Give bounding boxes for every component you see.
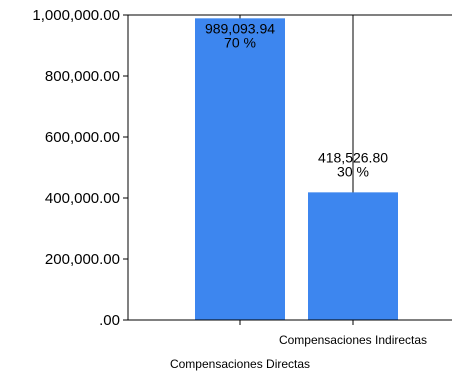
data-label-percent: 30 % — [337, 163, 369, 179]
y-tick-label: 400,000.00 — [45, 190, 120, 207]
bar — [308, 192, 398, 320]
data-label-percent: 70 % — [224, 34, 256, 50]
x-tick-label: Compensaciones Indirectas — [279, 333, 427, 347]
data-label-value: 418,526.80 — [318, 149, 388, 165]
y-tick-label: 200,000.00 — [45, 251, 120, 268]
bar — [195, 18, 285, 320]
y-tick-label: 1,000,000.00 — [32, 7, 120, 24]
y-tick-label: 600,000.00 — [45, 129, 120, 146]
y-tick-label: 800,000.00 — [45, 68, 120, 85]
x-tick-label: Compensaciones Directas — [170, 357, 310, 371]
data-label-value: 989,093.94 — [205, 20, 275, 36]
y-tick-label: .00 — [99, 312, 120, 329]
